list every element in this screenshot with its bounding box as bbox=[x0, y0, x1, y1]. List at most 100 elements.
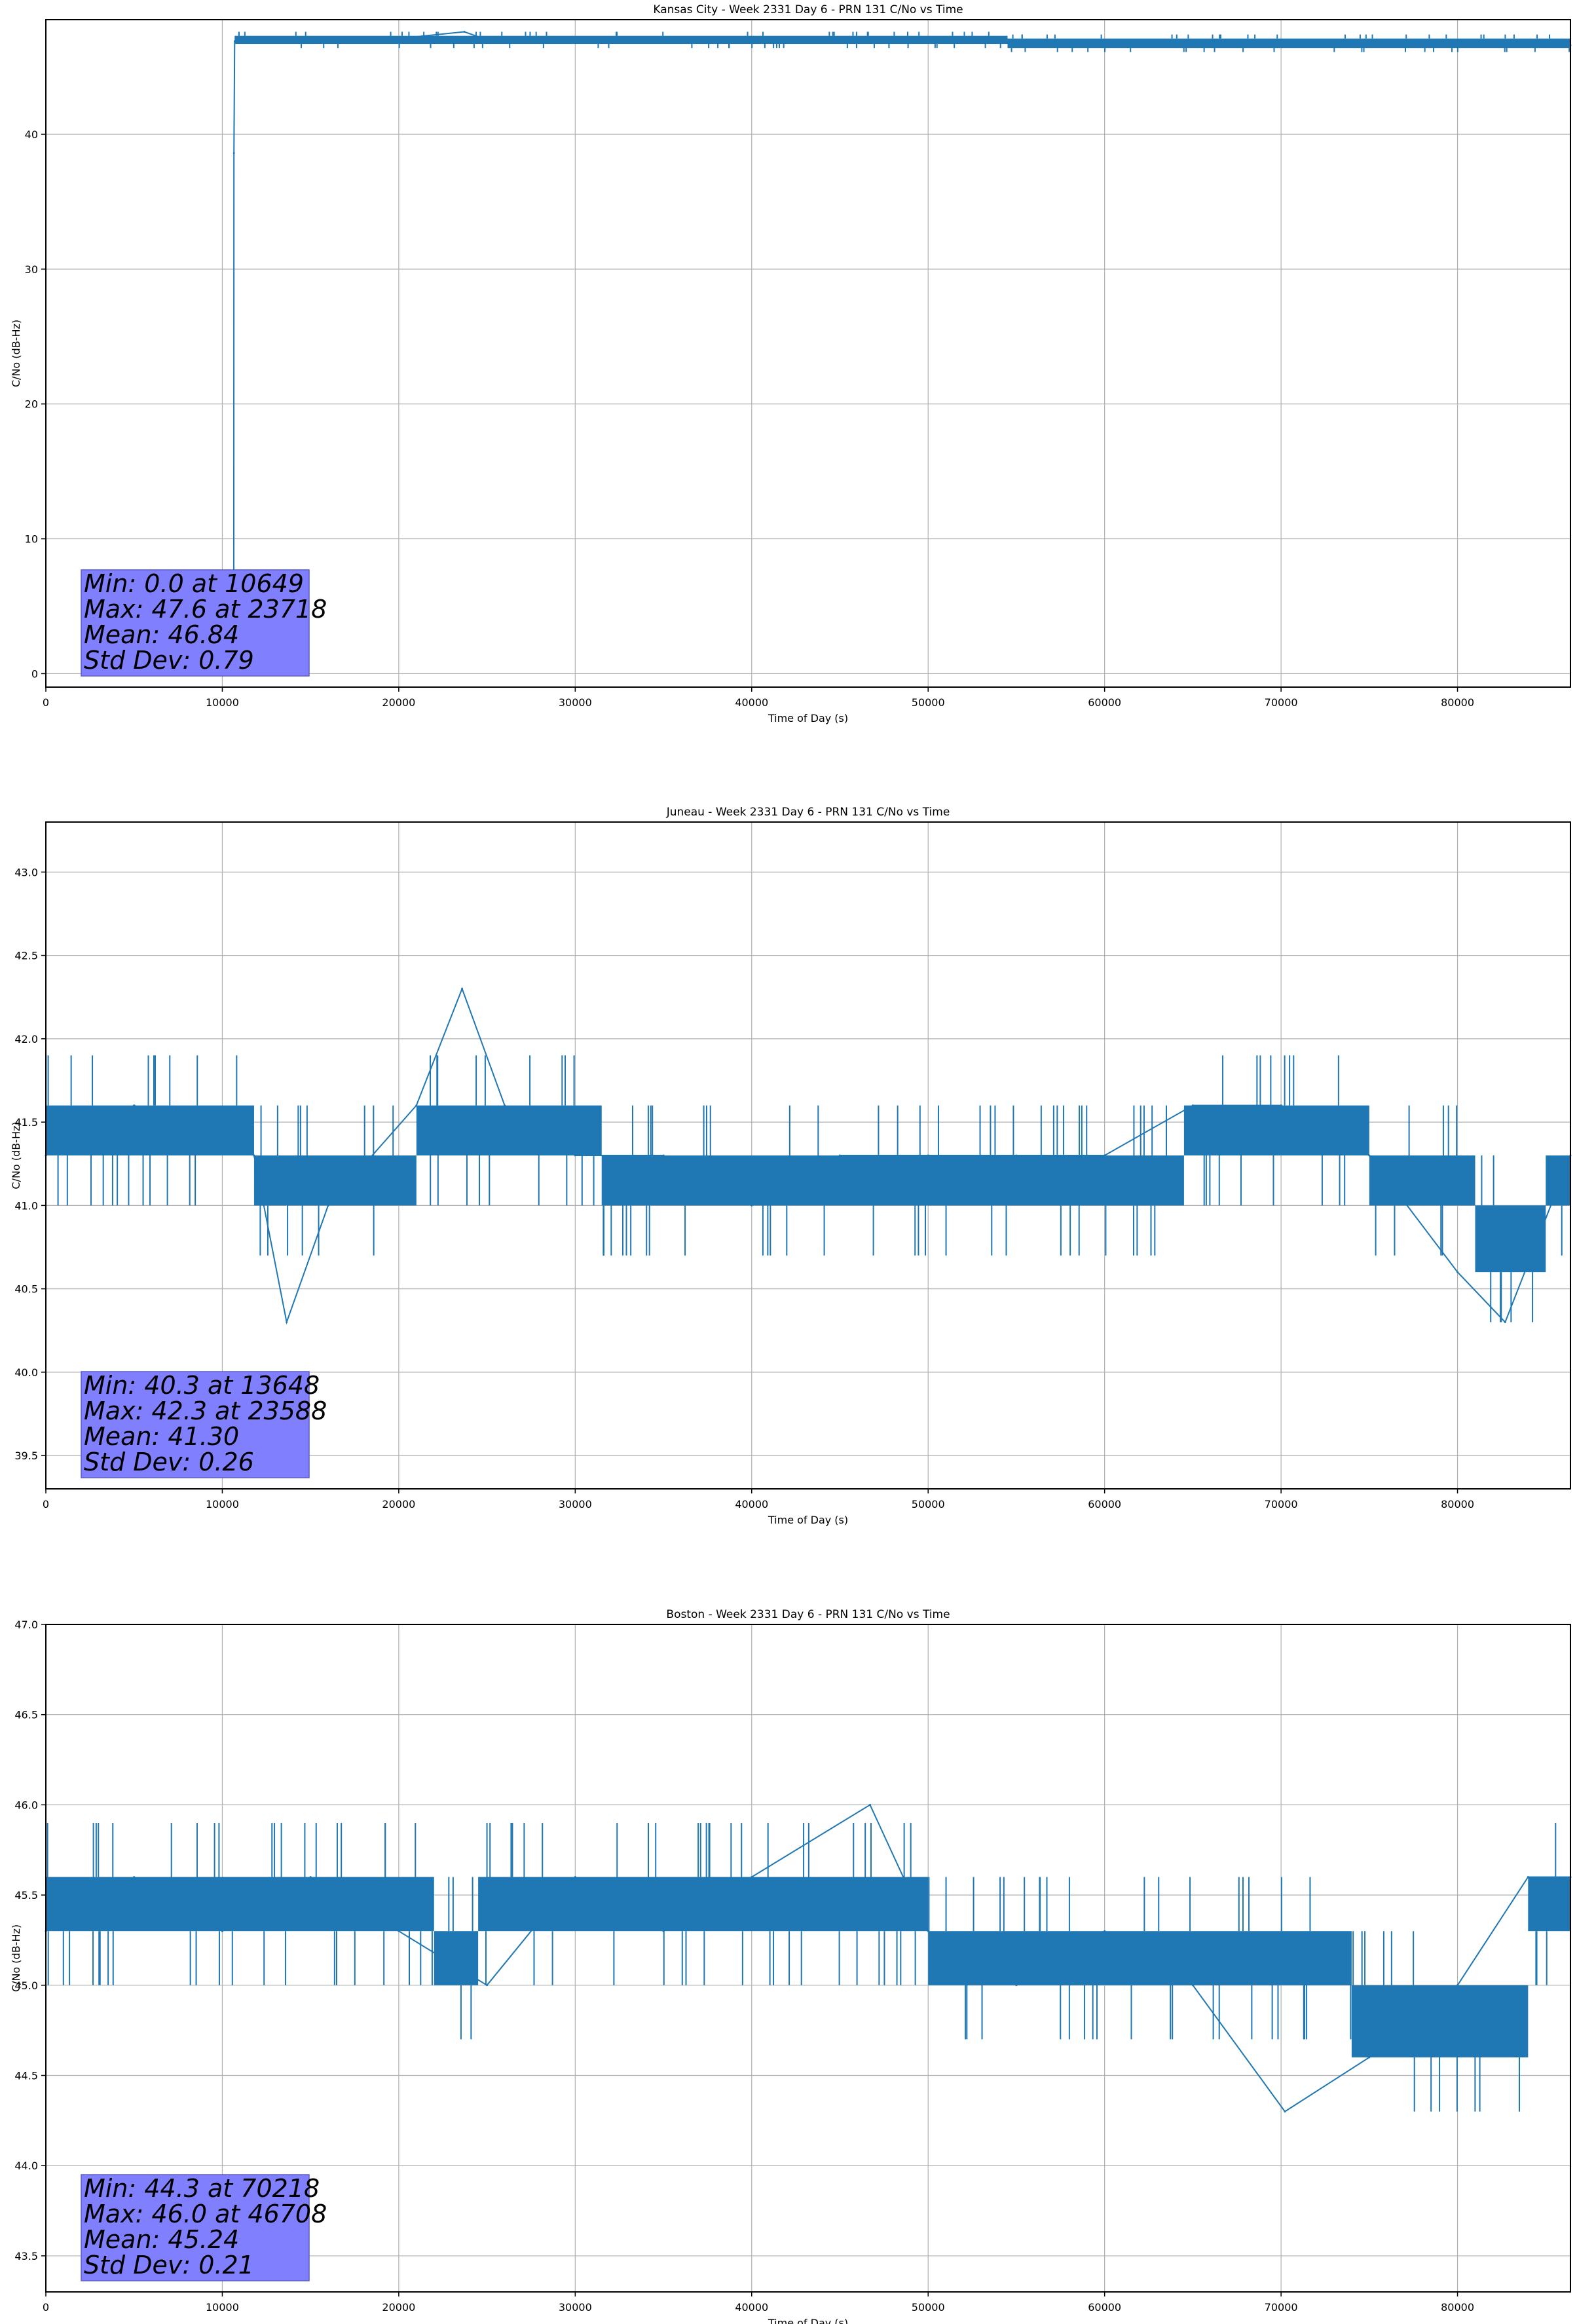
data-point bbox=[248, 37, 250, 40]
y-tick-label: 43.0 bbox=[14, 866, 38, 878]
y-tick-label: 45.0 bbox=[14, 1979, 38, 1992]
x-tick-label: 40000 bbox=[735, 2301, 768, 2314]
stats-box-background bbox=[81, 1371, 310, 1478]
grid bbox=[45, 20, 1570, 687]
y-tick-label: 20 bbox=[25, 398, 38, 411]
x-tick-label: 80000 bbox=[1441, 696, 1474, 709]
data-point bbox=[1191, 43, 1194, 45]
stat-max: Max: 47.6 at 23718 bbox=[84, 595, 327, 624]
stat-min: Min: 40.3 at 13648 bbox=[84, 1371, 320, 1400]
data-point bbox=[1456, 44, 1459, 47]
data-band bbox=[1546, 1155, 1570, 1206]
data-point bbox=[662, 1930, 665, 1932]
data-point bbox=[309, 39, 312, 41]
axes-frame bbox=[45, 1624, 1571, 2293]
data-point bbox=[1368, 2056, 1371, 2059]
data-point bbox=[486, 1984, 489, 1987]
data-point bbox=[662, 39, 665, 41]
chart-panel-3: 0 10000 20000 30000 40000 50000 60000 70000 8000… bbox=[10, 1608, 1572, 2324]
data-point bbox=[1368, 1154, 1371, 1157]
data-band bbox=[1528, 1877, 1570, 1932]
x-tick-label: 10000 bbox=[206, 696, 239, 709]
data-point bbox=[1280, 1104, 1282, 1107]
data-band bbox=[928, 1931, 1352, 1985]
stat-std-dev: Std Dev: 0.79 bbox=[84, 646, 254, 675]
data-point bbox=[133, 1876, 136, 1879]
data-point bbox=[1015, 41, 1018, 44]
data-point bbox=[1284, 2110, 1286, 2113]
data-point bbox=[751, 1876, 753, 1879]
x-tick-label: 30000 bbox=[559, 1498, 592, 1510]
data-point bbox=[463, 31, 466, 33]
x-tick-label: 0 bbox=[43, 696, 49, 709]
data-point bbox=[1015, 1154, 1018, 1157]
y-tick-label: 47.0 bbox=[14, 1619, 38, 1631]
x-tick-label: 30000 bbox=[559, 2301, 592, 2314]
data-point bbox=[1191, 1104, 1194, 1107]
data-point bbox=[839, 1154, 841, 1157]
data-point bbox=[927, 1930, 929, 1932]
y-tick-label: 30 bbox=[25, 263, 38, 276]
stat-min: Min: 0.0 at 10649 bbox=[84, 569, 304, 598]
data-point bbox=[232, 152, 235, 155]
chart-title: Kansas City - Week 2331 Day 6 - PRN 131 … bbox=[653, 3, 963, 16]
data-point bbox=[327, 1204, 329, 1207]
x-tick-label: 20000 bbox=[382, 1498, 415, 1510]
data-point bbox=[1527, 1876, 1529, 1879]
data-point bbox=[504, 1104, 506, 1107]
chart-title: Boston - Week 2331 Day 6 - PRN 131 C/No … bbox=[666, 1608, 950, 1621]
data-point bbox=[398, 1930, 400, 1932]
y-tick-label: 44.0 bbox=[14, 2160, 38, 2172]
stat-min: Min: 44.3 at 70218 bbox=[84, 2174, 320, 2203]
data-point bbox=[309, 1876, 312, 1879]
x-tick-label: 10000 bbox=[206, 1498, 239, 1510]
x-tick-label: 40000 bbox=[735, 696, 768, 709]
stats-box-background bbox=[81, 2174, 310, 2281]
data-point bbox=[927, 39, 929, 41]
x-tick-label: 20000 bbox=[382, 696, 415, 709]
x-tick-label: 60000 bbox=[1088, 2301, 1121, 2314]
data-band bbox=[478, 1877, 929, 1932]
x-tick-label: 70000 bbox=[1265, 696, 1298, 709]
x-tick-label: 40000 bbox=[735, 1498, 768, 1510]
y-tick-label: 42.0 bbox=[14, 1033, 38, 1045]
x-tick-label: 60000 bbox=[1088, 696, 1121, 709]
data-point bbox=[1504, 1321, 1506, 1323]
x-tick-label: 0 bbox=[43, 1498, 49, 1510]
chart-title: Juneau - Week 2331 Day 6 - PRN 131 C/No … bbox=[666, 806, 950, 819]
data-point bbox=[1280, 44, 1282, 47]
data-point bbox=[461, 988, 464, 990]
data-series bbox=[232, 31, 1572, 675]
x-tick-label: 0 bbox=[43, 2301, 49, 2314]
data-point bbox=[751, 1204, 753, 1207]
y-tick-label: 40 bbox=[25, 128, 38, 141]
y-axis-label: C/No (dB-Hz) bbox=[10, 1924, 22, 1992]
y-tick-label: 43.5 bbox=[14, 2250, 38, 2262]
stats-box-background bbox=[81, 569, 310, 677]
chart-panel-1: 0 10000 20000 30000 40000 50000 60000 70000 8000… bbox=[10, 3, 1572, 724]
y-tick-label: 40.5 bbox=[14, 1283, 38, 1296]
y-tick-label: 41.0 bbox=[14, 1199, 38, 1212]
stat-mean: Mean: 46.84 bbox=[84, 620, 239, 649]
data-point bbox=[1368, 44, 1371, 47]
y-tick-label: 40.0 bbox=[14, 1366, 38, 1379]
data-point bbox=[133, 1104, 136, 1107]
x-axis-label: Time of Day (s) bbox=[768, 2317, 848, 2324]
data-band bbox=[1007, 38, 1570, 48]
x-tick-label: 70000 bbox=[1265, 1498, 1298, 1510]
data-point bbox=[415, 1104, 418, 1107]
data-point bbox=[927, 1154, 929, 1157]
data-band bbox=[1351, 1985, 1529, 2057]
data-point bbox=[233, 40, 236, 43]
y-axis-label: C/No (dB-Hz) bbox=[10, 320, 22, 387]
data-point bbox=[1191, 1984, 1194, 1987]
y-tick-label: 0 bbox=[31, 667, 38, 680]
x-tick-label: 70000 bbox=[1265, 2301, 1298, 2314]
y-tick-label: 44.5 bbox=[14, 2070, 38, 2082]
stat-max: Max: 46.0 at 46708 bbox=[84, 2200, 327, 2228]
data-band bbox=[46, 1105, 254, 1155]
